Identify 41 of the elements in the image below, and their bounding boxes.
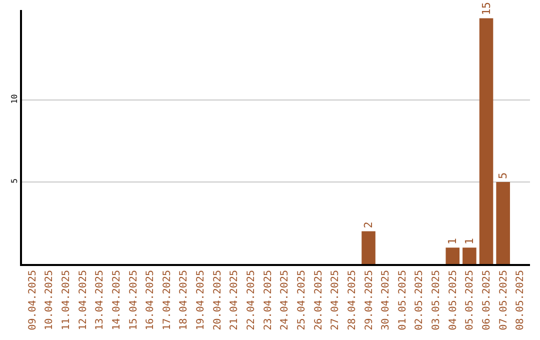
x-tick-label: 15.04.2025 bbox=[128, 270, 140, 330]
x-tick-label: 30.04.2025 bbox=[380, 270, 392, 330]
data-label: 1 bbox=[462, 238, 476, 245]
x-tick-label: 05.05.2025 bbox=[464, 270, 476, 330]
x-tick-label: 17.04.2025 bbox=[162, 270, 173, 330]
bar bbox=[462, 248, 476, 264]
x-tick-label: 06.05.2025 bbox=[482, 270, 493, 330]
data-label: 2 bbox=[362, 222, 376, 228]
x-tick-label: 08.05.2025 bbox=[515, 270, 526, 330]
bar bbox=[362, 231, 376, 264]
x-tick-label: 22.04.2025 bbox=[246, 270, 258, 330]
x-tick-label: 28.04.2025 bbox=[346, 270, 358, 330]
x-tick-label: 04.05.2025 bbox=[448, 270, 459, 330]
x-tick-label: 10.04.2025 bbox=[44, 270, 56, 330]
y-tick-label: 10 bbox=[10, 94, 19, 104]
x-tick-label: 27.04.2025 bbox=[330, 270, 342, 330]
x-tick-label: 21.04.2025 bbox=[229, 270, 240, 330]
x-tick-label: 19.04.2025 bbox=[196, 270, 207, 330]
x-tick-label: 23.04.2025 bbox=[262, 270, 274, 330]
x-tick-label: 18.04.2025 bbox=[178, 270, 190, 330]
x-tick-label: 02.05.2025 bbox=[414, 270, 426, 330]
x-tick-label: 26.04.2025 bbox=[313, 270, 324, 330]
x-tick-label: 03.05.2025 bbox=[431, 270, 442, 330]
x-tick-label: 09.04.2025 bbox=[27, 270, 38, 330]
data-label: 15 bbox=[480, 2, 493, 16]
x-tick-label: 14.04.2025 bbox=[111, 270, 122, 330]
x-tick-label: 12.04.2025 bbox=[78, 270, 89, 330]
x-tick-label: 11.04.2025 bbox=[60, 270, 72, 330]
x-tick-label: 01.05.2025 bbox=[397, 270, 408, 330]
x-tick-label: 29.04.2025 bbox=[364, 270, 375, 330]
x-tick-label: 25.04.2025 bbox=[296, 270, 308, 330]
x-tick-label: 20.04.2025 bbox=[212, 270, 224, 330]
x-tick-label: 13.04.2025 bbox=[94, 270, 106, 330]
bar bbox=[446, 248, 460, 264]
x-tick-label: 24.04.2025 bbox=[280, 270, 291, 330]
bar bbox=[496, 182, 510, 264]
data-label: 1 bbox=[446, 238, 460, 245]
x-tick-label: 07.05.2025 bbox=[498, 270, 510, 330]
data-label: 5 bbox=[496, 172, 510, 180]
bar bbox=[479, 18, 494, 264]
x-tick-label: 16.04.2025 bbox=[145, 270, 156, 330]
